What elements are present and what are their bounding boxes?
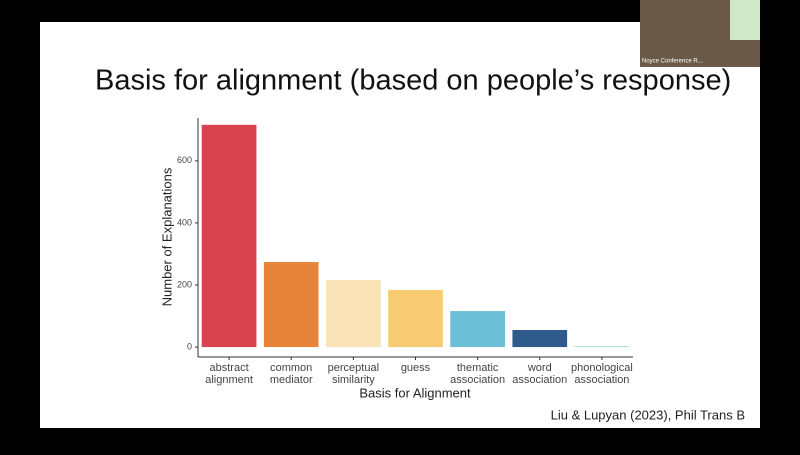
x-tick-label-line: phonological (571, 362, 633, 374)
video-label: Noyce Conference R... (642, 59, 703, 65)
y-tick-label: 400 (177, 217, 192, 227)
bar (326, 280, 381, 348)
x-tick-label-line: association (450, 374, 505, 386)
x-tick-label-line: thematic (457, 362, 499, 374)
x-tick-label-line: word (527, 362, 552, 374)
bar (388, 289, 443, 348)
y-tick-label: 600 (177, 155, 192, 165)
bar (450, 311, 505, 348)
x-tick-label: word association (512, 362, 567, 386)
x-tick-label: common mediator (270, 362, 313, 386)
video-screen (730, 0, 760, 40)
x-tick-label-line: association (574, 374, 629, 386)
x-tick-label-line: perceptual (328, 362, 379, 374)
x-tick-label-line: mediator (270, 374, 313, 386)
y-tick-label: 0 (187, 341, 192, 351)
x-tick-label: thematic association (450, 362, 505, 386)
x-tick-label-line: guess (401, 362, 431, 374)
x-tick-label-line: association (512, 374, 567, 386)
x-tick-label-line: common (270, 362, 312, 374)
x-tick-label: abstract alignment (205, 362, 253, 386)
x-tick-label-line: similarity (332, 374, 375, 386)
slide (40, 22, 760, 428)
x-axis-label: Basis for Alignment (359, 385, 471, 400)
bar (512, 329, 568, 348)
slide-title: Basis for alignment (based on people’s r… (95, 65, 731, 97)
citation: Liu & Lupyan (2023), Phil Trans B (551, 407, 745, 422)
x-tick-label-line: abstract (210, 362, 249, 374)
y-tick-label: 200 (177, 279, 192, 289)
bar (263, 262, 319, 348)
x-tick-label: perceptual similarity (328, 362, 379, 386)
bar (201, 124, 257, 348)
x-tick-label: phonological association (571, 362, 633, 386)
x-tick-label: guess (401, 362, 431, 374)
x-tick-label-line: alignment (205, 374, 253, 386)
bar (574, 346, 630, 348)
y-axis-label: Number of Explanations (159, 167, 174, 306)
